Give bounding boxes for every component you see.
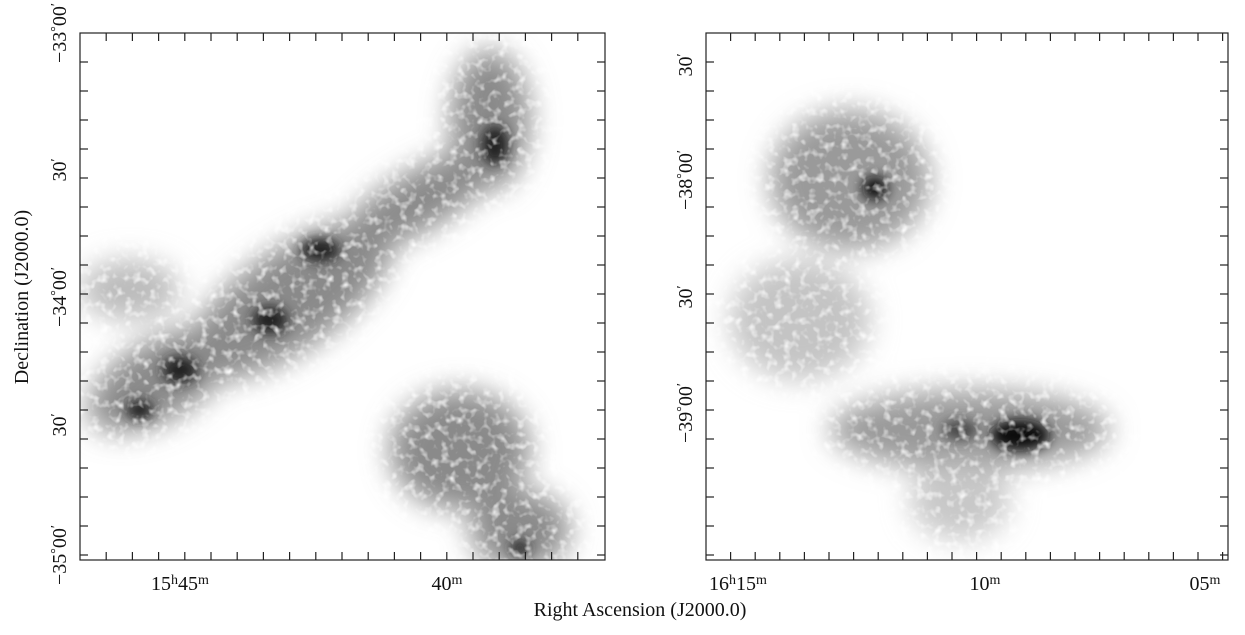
tick-label: 05m	[1190, 573, 1221, 595]
tick-label-part: 30	[49, 162, 71, 182]
tick-label-sup: °	[675, 406, 690, 412]
left-map	[80, 33, 605, 560]
tick-label-part: 15	[736, 573, 756, 595]
tick-label-sup: °	[675, 173, 690, 179]
tick-label-sup: ′	[49, 413, 64, 416]
tick-label-part: 30	[675, 289, 697, 309]
tick-label-sup: h	[171, 573, 178, 588]
tick-label-sup: m	[1210, 573, 1221, 588]
tick-label-part: 05	[1190, 573, 1210, 595]
tick-label-sup: ′	[49, 525, 64, 528]
tick-label-sup: h	[729, 573, 736, 588]
tick-label-sup: ′	[49, 158, 64, 161]
tick-label-part: 30	[675, 57, 697, 77]
x-axis-title: Right Ascension (J2000.0)	[534, 599, 747, 621]
tick-label-sup: m	[452, 573, 463, 588]
tick-label-sup: °	[49, 548, 64, 554]
tick-label: 40m	[432, 573, 463, 595]
tick-label: −34°00′	[49, 267, 71, 327]
tick-label-sup: ′	[675, 383, 690, 386]
tick-label-sup: ′	[675, 53, 690, 56]
tick-label-sup: m	[198, 573, 209, 588]
tick-label-sup: m	[756, 573, 767, 588]
tick-label-part: −35	[49, 554, 71, 585]
tick-label-part: 40	[432, 573, 452, 595]
tick-label: 16h15m	[709, 573, 767, 595]
right-map	[706, 33, 1228, 560]
tick-label-sup: m	[990, 573, 1001, 588]
tick-label: 30′	[49, 158, 71, 181]
tick-label-sup: °	[49, 290, 64, 296]
y-axis-title: Declination (J2000.0)	[11, 210, 33, 384]
tick-label-sup: ′	[49, 3, 64, 6]
tick-label-sup: ′	[675, 150, 690, 153]
tick-label-part: −38	[675, 179, 697, 210]
tick-label-part: −39	[675, 412, 697, 443]
tick-label-part: 00	[49, 270, 71, 290]
tick-label: −35°00′	[49, 525, 71, 585]
tick-label: 15h45m	[151, 573, 209, 595]
tick-label-part: 00	[675, 386, 697, 406]
tick-label: 30′	[675, 53, 697, 76]
tick-label-sup: °	[49, 26, 64, 32]
tick-label: 10m	[970, 573, 1001, 595]
tick-label-part: 15	[151, 573, 171, 595]
right-frame	[705, 32, 1229, 561]
tick-label: −39°00′	[675, 383, 697, 443]
tick-label-part: 00	[49, 6, 71, 26]
tick-label-part: −34	[49, 296, 71, 327]
tick-label: −33°00′	[49, 3, 71, 63]
tick-label-part: 30	[49, 417, 71, 437]
tick-label-part: 10	[970, 573, 990, 595]
tick-label-part: −33	[49, 32, 71, 63]
tick-label-part: 16	[709, 573, 729, 595]
tick-label-part: 00	[675, 153, 697, 173]
tick-label-part: 00	[49, 528, 71, 548]
tick-label-sup: ′	[49, 267, 64, 270]
tick-label: −38°00′	[675, 150, 697, 210]
tick-label-part: 45	[178, 573, 198, 595]
tick-label: 30′	[49, 413, 71, 436]
tick-label-sup: ′	[675, 285, 690, 288]
tick-label: 30′	[675, 285, 697, 308]
